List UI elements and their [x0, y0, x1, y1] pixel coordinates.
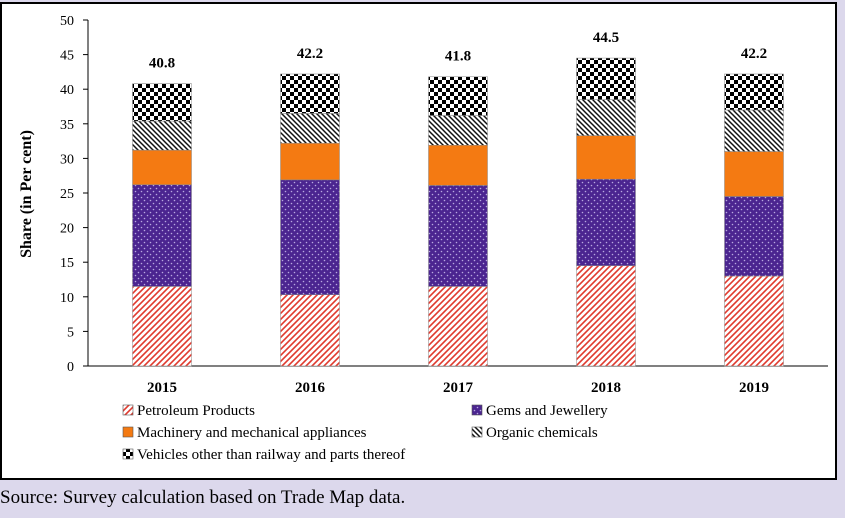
x-category-label: 2018	[591, 380, 621, 396]
bar-total-label: 42.2	[297, 46, 323, 62]
bar-segment-dotted-purple	[428, 185, 488, 287]
bar-segment-diagonal-red	[576, 265, 636, 367]
y-tick-label: 5	[67, 325, 74, 340]
bar-segment-solid-orange	[724, 151, 784, 197]
y-tick-label: 0	[67, 360, 74, 375]
y-tick-label: 10	[60, 291, 74, 306]
bar-segment-diagonal-red	[280, 294, 340, 367]
legend-item: Organic chemicals	[471, 425, 598, 441]
chart-frame: 0 5 10 15 20 25 30 35 40 45 50 40.8 2015 42.2 2016 41.…	[0, 2, 837, 480]
y-tick-label: 25	[60, 187, 74, 202]
bar-segment-checker-black	[576, 57, 636, 100]
bar-segment-hatch-black	[724, 109, 784, 152]
bar-segment-checker-black	[428, 76, 488, 116]
bar-segment-solid-orange	[280, 142, 340, 181]
legend-item: Gems and Jewellery	[471, 403, 608, 419]
legend-swatch	[471, 404, 483, 416]
bar-segment-checker-black	[280, 73, 340, 114]
legend-label: Organic chemicals	[486, 425, 598, 441]
y-tick-label: 45	[60, 49, 74, 64]
legend-label: Machinery and mechanical appliances	[137, 425, 367, 441]
bar-segment-solid-orange	[576, 135, 636, 180]
x-category-label: 2016	[295, 380, 326, 396]
y-axis-label: Share (in Per cent)	[18, 130, 35, 258]
legend-swatch	[471, 426, 483, 438]
y-tick-label: 40	[60, 83, 74, 98]
legend-item: Vehicles other than railway and parts th…	[122, 447, 405, 463]
bar-segment-diagonal-red	[724, 275, 784, 367]
x-category-label: 2019	[739, 380, 769, 396]
bar-segment-dotted-purple	[132, 184, 192, 287]
bar-total-label: 44.5	[593, 30, 619, 46]
bar-total-label: 41.8	[445, 49, 471, 65]
bar-segment-diagonal-red	[428, 286, 488, 367]
bar-segment-dotted-purple	[280, 179, 340, 295]
legend-swatch	[122, 404, 134, 416]
stacked-bar-chart: 0 5 10 15 20 25 30 35 40 45 50 40.8 2015 42.2 2016 41.…	[18, 14, 828, 463]
y-tick-label: 15	[60, 256, 74, 271]
legend-label: Gems and Jewellery	[486, 403, 608, 419]
legend-swatch	[122, 426, 134, 438]
bar-segment-hatch-black	[428, 115, 488, 146]
y-tick-label: 20	[60, 222, 74, 237]
legend-label: Petroleum Products	[137, 403, 255, 419]
bar-segment-diagonal-red	[132, 286, 192, 367]
legend-item: Machinery and mechanical appliances	[122, 425, 367, 441]
x-category-label: 2017	[443, 380, 474, 396]
bar-segment-solid-orange	[428, 145, 488, 186]
bar-segment-checker-black	[724, 73, 784, 111]
legend-swatch	[122, 448, 134, 460]
y-tick-label: 50	[60, 14, 74, 29]
y-tick-label: 35	[60, 118, 74, 133]
x-category-label: 2015	[147, 380, 177, 396]
legend-label: Vehicles other than railway and parts th…	[137, 447, 405, 463]
source-note: Source: Survey calculation based on Trad…	[0, 487, 406, 508]
bar-segment-checker-black	[132, 83, 192, 122]
bar-total-label: 42.2	[741, 46, 767, 62]
bar-segment-dotted-purple	[724, 196, 784, 277]
bar-segment-hatch-black	[576, 99, 636, 136]
bar-total-label: 40.8	[149, 56, 175, 72]
y-tick-label: 30	[60, 152, 74, 167]
bar-segment-hatch-black	[132, 120, 192, 151]
bar-segment-dotted-purple	[576, 178, 636, 266]
legend-item: Petroleum Products	[122, 403, 255, 419]
bar-segment-hatch-black	[280, 113, 340, 144]
bar-segment-solid-orange	[132, 149, 192, 185]
